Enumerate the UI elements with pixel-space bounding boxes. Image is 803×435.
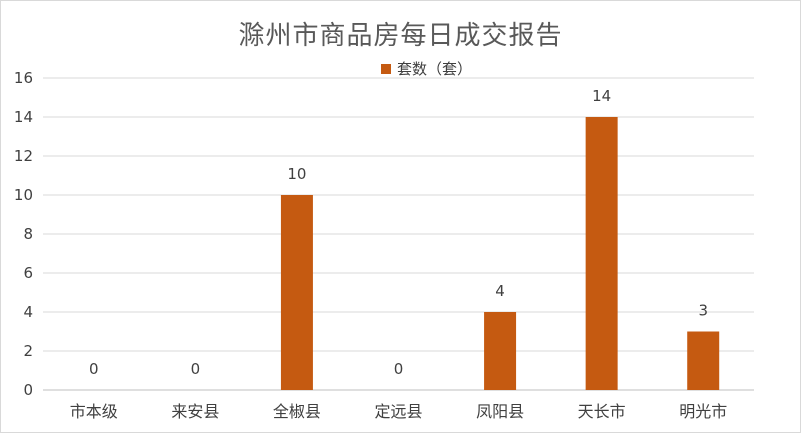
y-tick-label: 8 [23,225,33,243]
x-tick-label: 明光市 [679,402,727,421]
chart-title: 滁州市商品房每日成交报告 [238,21,563,51]
bar [280,195,313,390]
data-label: 0 [394,360,404,378]
bar [585,117,618,390]
x-tick-label: 定远县 [374,402,422,421]
data-label: 10 [287,165,306,183]
y-tick-label: 10 [14,186,33,204]
legend: 套数（套） [381,58,472,79]
data-label: 0 [89,360,99,378]
y-tick-label: 0 [23,381,33,399]
y-tick-label: 4 [23,303,33,321]
bar [484,312,517,390]
y-tick-label: 12 [14,147,33,165]
legend-swatch [381,63,391,74]
y-tick-label: 16 [14,69,33,87]
x-tick-label: 市本级 [70,402,118,421]
y-tick-label: 2 [23,342,33,360]
data-label: 14 [592,87,611,105]
y-tick-label: 14 [14,108,33,126]
x-tick-label: 凤阳县 [476,402,524,421]
data-label: 0 [191,360,201,378]
x-tick-label: 来安县 [171,402,219,421]
x-tick-label: 全椒县 [273,402,321,421]
data-label: 3 [698,302,708,320]
x-tick-label: 天长市 [578,402,626,421]
y-tick-label: 6 [23,264,33,282]
legend-label: 套数（套） [397,60,473,78]
data-label: 4 [495,282,505,300]
bar [687,331,720,390]
